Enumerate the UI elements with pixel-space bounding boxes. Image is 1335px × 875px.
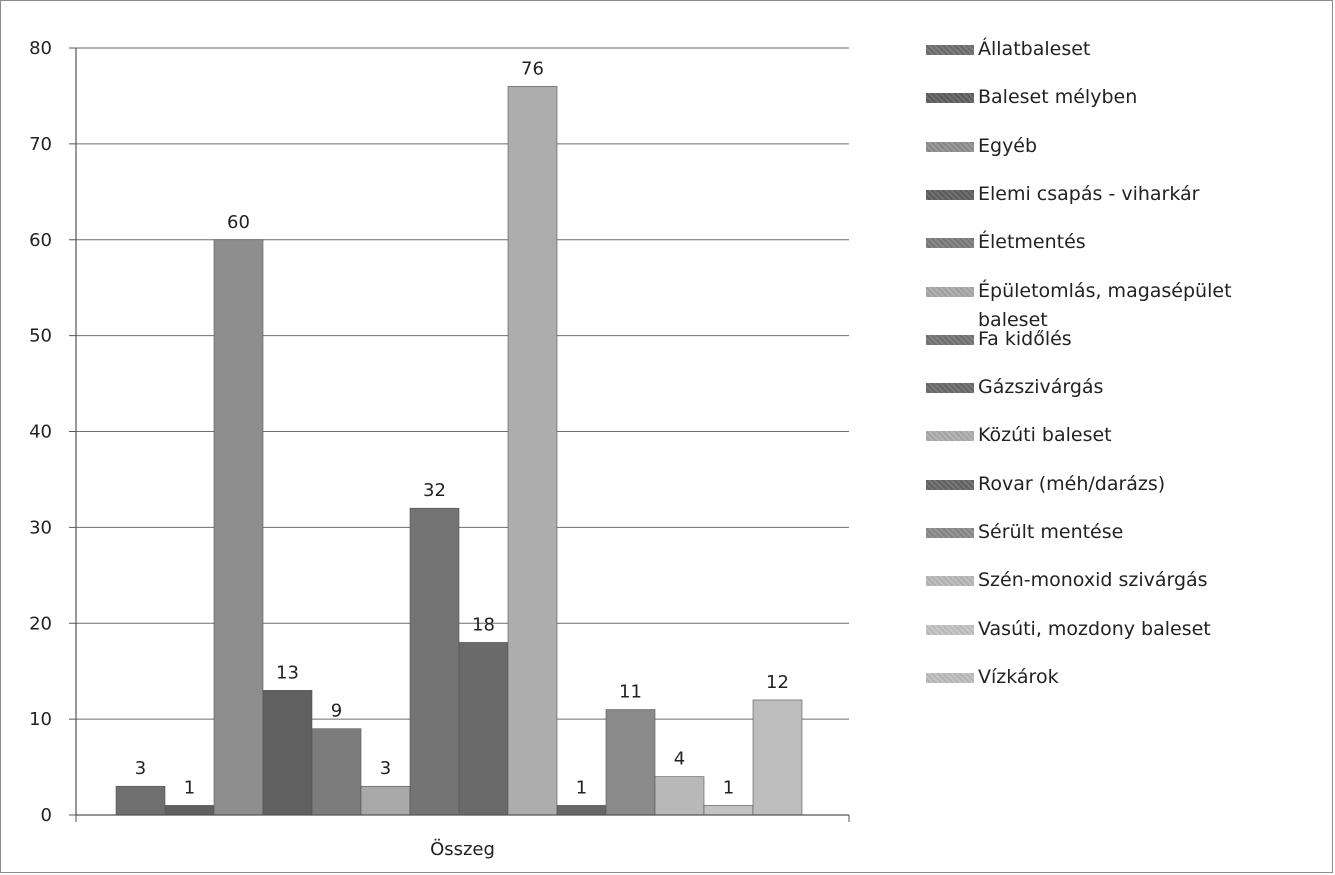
legend-label: Állatbaleset bbox=[978, 38, 1091, 60]
y-tick-label: 0 bbox=[41, 805, 52, 826]
bar bbox=[507, 86, 558, 816]
legend-label: Egyéb bbox=[978, 134, 1038, 157]
legend-item: Gázszivárgás bbox=[926, 373, 1298, 402]
axes: Összeg 0 10 20 30 40 50 60 70 80 bbox=[29, 38, 850, 860]
data-label: 32 bbox=[423, 480, 446, 501]
legend-swatch bbox=[926, 93, 974, 104]
legend-label: Szén-monoxid szivárgás bbox=[978, 569, 1208, 592]
legend-swatch bbox=[926, 238, 974, 249]
bar bbox=[262, 690, 313, 816]
legend-label: Vízkárok bbox=[978, 665, 1059, 688]
legend-swatch bbox=[926, 672, 974, 683]
legend-swatch bbox=[926, 431, 974, 442]
legend-label: Elemi csapás - viharkár bbox=[978, 182, 1200, 205]
legend-label: Életmentés bbox=[978, 231, 1086, 254]
legend-swatch bbox=[926, 479, 974, 490]
legend-swatch bbox=[926, 528, 974, 538]
legend-item: Szén-monoxid szivárgás bbox=[926, 566, 1298, 595]
bar bbox=[605, 709, 656, 816]
data-label: 3 bbox=[135, 758, 146, 779]
legend-item: Vasúti, mozdony baleset bbox=[926, 615, 1298, 644]
legend-label: Közúti baleset bbox=[978, 424, 1112, 447]
legend-swatch bbox=[926, 334, 974, 345]
legend-swatch bbox=[926, 141, 974, 152]
data-label: 13 bbox=[276, 662, 299, 683]
legend-swatch bbox=[926, 189, 974, 200]
bar bbox=[654, 776, 705, 816]
legend-swatch bbox=[926, 624, 974, 635]
data-label: 9 bbox=[331, 701, 342, 722]
bar bbox=[115, 785, 166, 816]
legend-item: Közúti baleset bbox=[926, 421, 1298, 450]
bar bbox=[752, 699, 803, 816]
legend-label: Fa kidőlés bbox=[978, 327, 1072, 350]
data-label: 1 bbox=[184, 777, 195, 798]
legend-label: Sérült mentése bbox=[978, 521, 1124, 543]
legend-swatch bbox=[926, 383, 974, 394]
legend-item: Állatbaleset bbox=[926, 35, 1298, 64]
legend-item: Épületomlás, magasépület baleset bbox=[926, 277, 1298, 335]
y-tick-label: 30 bbox=[29, 517, 52, 538]
bar bbox=[360, 785, 411, 816]
legend-item: Vízkárok bbox=[926, 663, 1298, 692]
bar bbox=[164, 805, 215, 816]
bar bbox=[556, 805, 607, 816]
bars bbox=[115, 86, 803, 816]
bar bbox=[409, 507, 460, 816]
legend-label: Gázszivárgás bbox=[978, 376, 1104, 399]
y-tick-label: 60 bbox=[29, 230, 52, 251]
data-label: 18 bbox=[472, 614, 495, 635]
legend-swatch bbox=[926, 576, 974, 587]
data-label: 3 bbox=[380, 758, 391, 779]
legend-swatch bbox=[926, 286, 974, 297]
bar bbox=[213, 239, 264, 816]
legend-item: Sérült mentése bbox=[926, 518, 1298, 547]
legend-label: Épületomlás, magasépület baleset bbox=[978, 279, 1232, 331]
x-tick-label: Összeg bbox=[430, 838, 495, 860]
legend-item: Baleset mélyben bbox=[926, 83, 1298, 112]
data-label: 1 bbox=[723, 777, 734, 798]
y-tick-label: 20 bbox=[29, 613, 52, 634]
legend-item: Elemi csapás - viharkár bbox=[926, 180, 1298, 209]
bar bbox=[458, 642, 509, 816]
legend-swatch bbox=[926, 45, 974, 55]
bar bbox=[311, 728, 362, 816]
gridlines bbox=[69, 47, 849, 816]
y-tick-label: 50 bbox=[29, 326, 52, 347]
y-tick-label: 70 bbox=[29, 134, 52, 155]
y-tick-label: 40 bbox=[29, 422, 52, 443]
data-label: 4 bbox=[674, 749, 685, 770]
data-label: 60 bbox=[227, 212, 250, 233]
data-label: 12 bbox=[766, 672, 789, 693]
y-tick-label: 10 bbox=[29, 709, 52, 730]
y-tick-label: 80 bbox=[29, 38, 52, 59]
legend-item: Fa kidőlés bbox=[926, 325, 1298, 354]
legend-label: Rovar (méh/darázs) bbox=[978, 472, 1166, 495]
data-label: 11 bbox=[619, 682, 642, 703]
legend-label: Baleset mélyben bbox=[978, 86, 1138, 109]
legend-label: Vasúti, mozdony baleset bbox=[978, 617, 1211, 640]
data-label: 1 bbox=[576, 777, 587, 798]
bar bbox=[703, 805, 754, 816]
legend-item: Rovar (méh/darázs) bbox=[926, 470, 1298, 499]
data-label: 76 bbox=[521, 58, 544, 79]
legend-item: Egyéb bbox=[926, 132, 1298, 161]
legend-item: Életmentés bbox=[926, 228, 1298, 257]
